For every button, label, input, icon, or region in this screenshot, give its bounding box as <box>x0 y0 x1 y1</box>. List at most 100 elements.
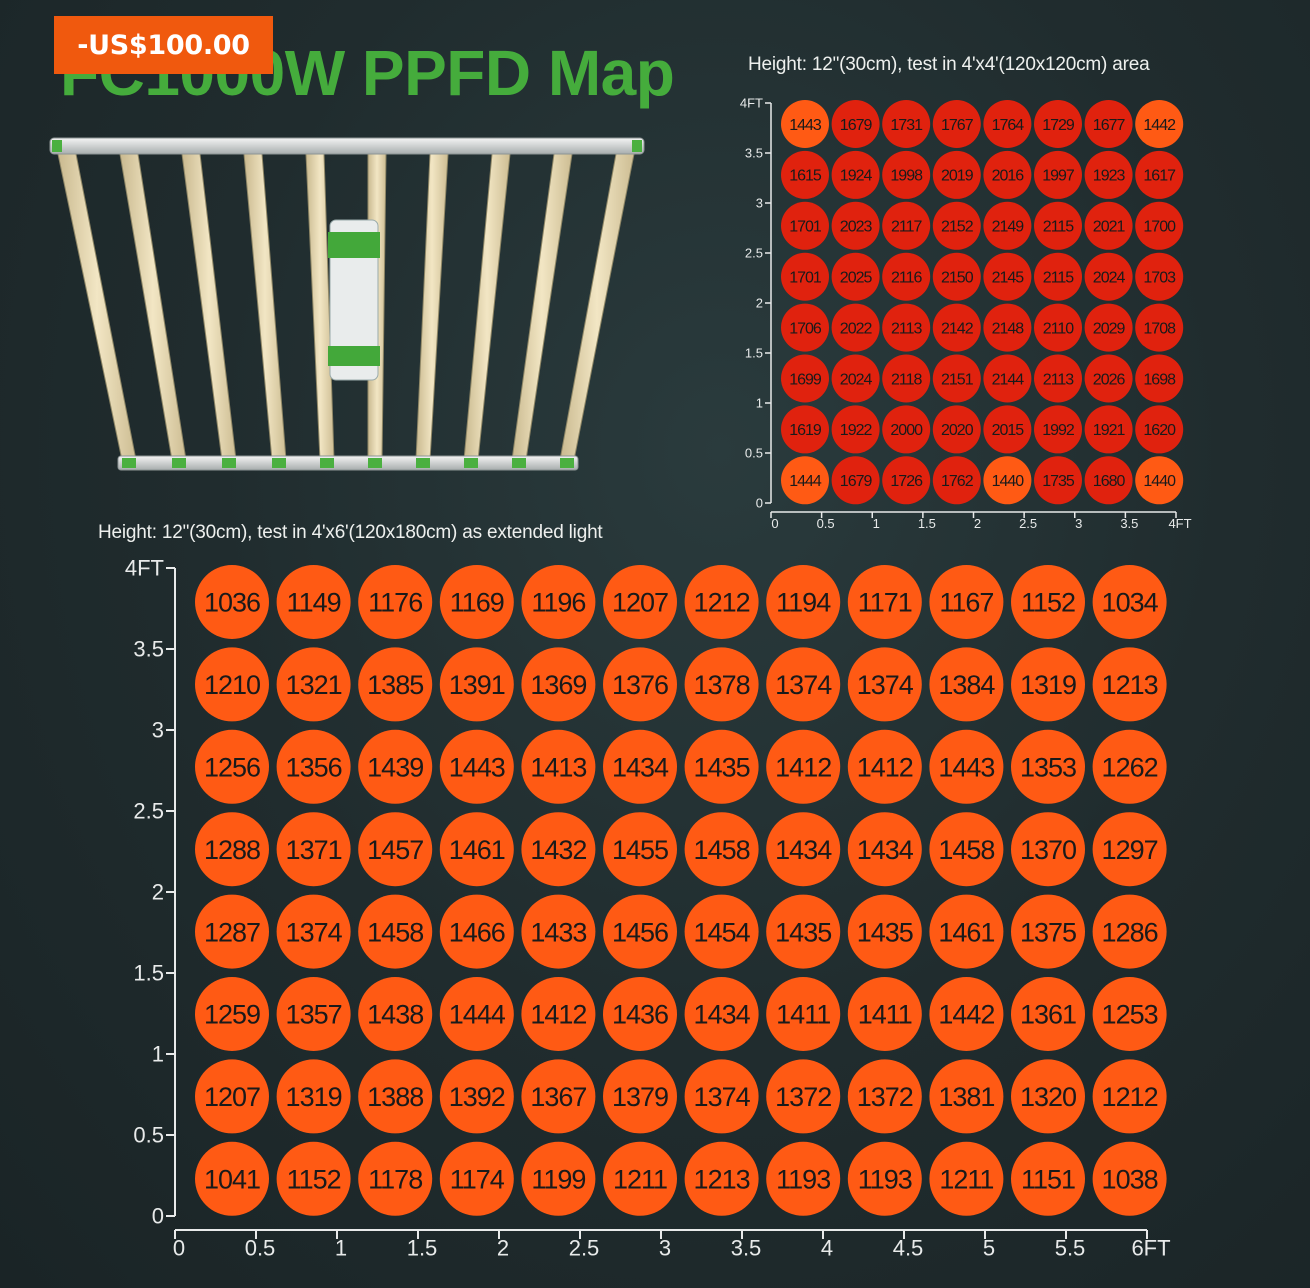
small-map-cell <box>932 100 981 148</box>
small-map-y-tick-label: 0 <box>756 496 763 511</box>
large-map-cell-value: 1412 <box>530 1000 586 1030</box>
small-map-cell <box>781 100 829 148</box>
large-map-cell-value: 1253 <box>1102 1000 1158 1030</box>
small-map-cell-value: 1679 <box>840 473 873 490</box>
small-map-x-tick-label: 4FT <box>1168 516 1191 531</box>
large-map-cell <box>929 1141 1004 1216</box>
small-map-cell <box>983 405 1032 454</box>
large-map-cell-value: 1036 <box>204 588 260 618</box>
large-map-cell-value: 1288 <box>204 835 260 865</box>
large-map-x-tick-label: 3.5 <box>731 1236 762 1261</box>
small-map-cell <box>932 405 981 454</box>
small-map-cell-value: 2142 <box>941 320 974 337</box>
large-map-cell-value: 1457 <box>367 835 423 865</box>
large-map-cell-value: 1384 <box>938 670 995 700</box>
large-map-cell-value: 1444 <box>449 1000 506 1030</box>
large-map-cell <box>684 894 759 969</box>
large-map-cell <box>1011 1141 1085 1216</box>
large-map-x-tick-label: 5.5 <box>1055 1236 1086 1261</box>
large-map-cell-value: 1461 <box>449 835 505 865</box>
large-map-cell <box>195 1141 269 1216</box>
large-map-y-tick-label: 3 <box>152 718 164 743</box>
large-map-x-tick-label: 0.5 <box>245 1236 276 1261</box>
large-map-cell <box>766 729 841 804</box>
large-map-cell <box>847 1059 922 1134</box>
small-map-x-tick-label: 3.5 <box>1120 516 1138 531</box>
large-map-cell <box>603 565 677 639</box>
small-map-cell <box>831 354 880 403</box>
large-map-cell-value: 1435 <box>775 917 831 947</box>
large-map-cell <box>1092 647 1167 722</box>
large-map-cell <box>195 565 269 639</box>
small-map-cell-value: 2152 <box>941 219 974 236</box>
large-map-cell-value: 1038 <box>1102 1165 1158 1195</box>
large-map-cell-value: 1391 <box>449 670 505 700</box>
large-map-cell <box>929 647 1004 722</box>
small-map-cell-value: 1729 <box>1042 117 1075 134</box>
small-map-cell <box>983 303 1032 352</box>
large-map-cell-value: 1435 <box>694 753 750 783</box>
large-map-x-tick-label: 1 <box>335 1236 347 1261</box>
large-map-cell <box>684 647 759 722</box>
large-map-cell <box>276 977 351 1051</box>
large-map-cell <box>195 977 269 1051</box>
small-map-cell <box>932 150 981 199</box>
small-map-cell-value: 1762 <box>941 473 974 490</box>
large-map-cell <box>766 977 841 1051</box>
large-map-cell-value: 1376 <box>612 670 668 700</box>
small-map-cell <box>882 456 931 505</box>
small-map-cell-value: 2151 <box>941 371 974 388</box>
large-map-cell <box>521 565 596 639</box>
small-map-cell <box>932 456 981 505</box>
small-map-cell <box>1135 201 1184 250</box>
large-map-cell-value: 1374 <box>857 670 914 700</box>
discount-badge: -US$100.00 <box>54 16 273 74</box>
large-map-cell <box>358 1141 433 1216</box>
large-map-cell-value: 1199 <box>531 1165 585 1195</box>
small-map-x-tick-label: 0 <box>771 516 778 531</box>
small-map-cell-value: 2150 <box>941 269 974 286</box>
large-map-cell-value: 1381 <box>938 1082 994 1112</box>
large-map-cell-value: 1436 <box>612 1000 668 1030</box>
large-map-cell <box>358 729 433 804</box>
large-map-cell-value: 1178 <box>368 1165 422 1195</box>
small-map-x-tick-label: 3 <box>1075 516 1082 531</box>
small-map-cell-value: 1703 <box>1143 269 1176 286</box>
large-map-cell <box>766 1059 841 1134</box>
small-map-cell-value: 2026 <box>1093 371 1126 388</box>
large-map-cell <box>439 812 514 887</box>
small-map-cell-value: 2023 <box>840 219 873 236</box>
large-map-cell <box>358 894 433 969</box>
small-map-cell-value: 2110 <box>1043 320 1075 337</box>
small-map-caption: Height: 12"(30cm), test in 4'x4'(120x120… <box>748 54 1150 75</box>
large-map-cell <box>603 977 677 1051</box>
large-map-cell <box>766 894 841 969</box>
large-map-x-tick-label: 4 <box>821 1236 833 1261</box>
small-map-cell <box>1084 456 1133 505</box>
large-map-cell-value: 1256 <box>204 753 260 783</box>
large-map-cell <box>684 729 759 804</box>
large-map-cell <box>521 729 596 804</box>
large-map-cell <box>603 1059 677 1134</box>
large-map-cell-value: 1439 <box>367 753 423 783</box>
large-map-cell <box>358 977 433 1051</box>
large-map-cell-value: 1371 <box>286 835 342 865</box>
large-map-cell-value: 1213 <box>694 1165 750 1195</box>
large-map-cell <box>847 565 922 639</box>
small-map-cell <box>1135 252 1184 301</box>
small-map-cell-value: 1440 <box>1143 473 1176 490</box>
small-map-cell <box>1034 252 1082 301</box>
large-map-cell <box>684 1059 759 1134</box>
small-map-cell-value: 1731 <box>890 117 923 134</box>
large-map-cell-value: 1392 <box>449 1082 505 1112</box>
large-map-cell-value: 1176 <box>368 588 422 618</box>
large-map-x-tick-label: 2 <box>497 1236 509 1261</box>
large-map-cell-value: 1041 <box>204 1165 260 1195</box>
large-map-cell <box>195 894 269 969</box>
small-map-cell <box>882 303 931 352</box>
small-map-y-tick-label: 0.5 <box>745 446 763 461</box>
large-map-cell-value: 1320 <box>1020 1082 1076 1112</box>
small-map-cell <box>882 100 931 148</box>
large-map-cell-value: 1361 <box>1020 1000 1076 1030</box>
small-map-cell-value: 1923 <box>1093 168 1126 185</box>
